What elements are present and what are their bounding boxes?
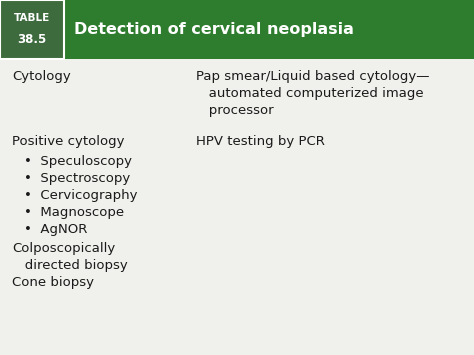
Text: •  AgNOR: • AgNOR	[24, 223, 87, 236]
Text: Cytology: Cytology	[12, 70, 71, 83]
Text: Cone biopsy: Cone biopsy	[12, 276, 94, 289]
Text: TABLE: TABLE	[14, 12, 50, 23]
Text: Detection of cervical neoplasia: Detection of cervical neoplasia	[74, 22, 354, 37]
Text: •  Cervicography: • Cervicography	[24, 189, 137, 202]
Text: automated computerized image: automated computerized image	[196, 87, 424, 100]
Text: 38.5: 38.5	[18, 33, 46, 47]
Text: Colposcopically: Colposcopically	[12, 242, 115, 255]
Bar	[0, 0, 64, 59]
Text: •  Magnoscope: • Magnoscope	[24, 206, 124, 219]
Text: processor: processor	[196, 104, 273, 117]
Text: •  Speculoscopy: • Speculoscopy	[24, 155, 132, 168]
Text: •  Spectroscopy: • Spectroscopy	[24, 172, 130, 185]
Bar	[0, 0, 474, 59]
Text: directed biopsy: directed biopsy	[12, 259, 128, 272]
Text: Positive cytology: Positive cytology	[12, 135, 125, 148]
Text: HPV testing by PCR: HPV testing by PCR	[196, 135, 325, 148]
Text: Pap smear/Liquid based cytology—: Pap smear/Liquid based cytology—	[196, 70, 429, 83]
